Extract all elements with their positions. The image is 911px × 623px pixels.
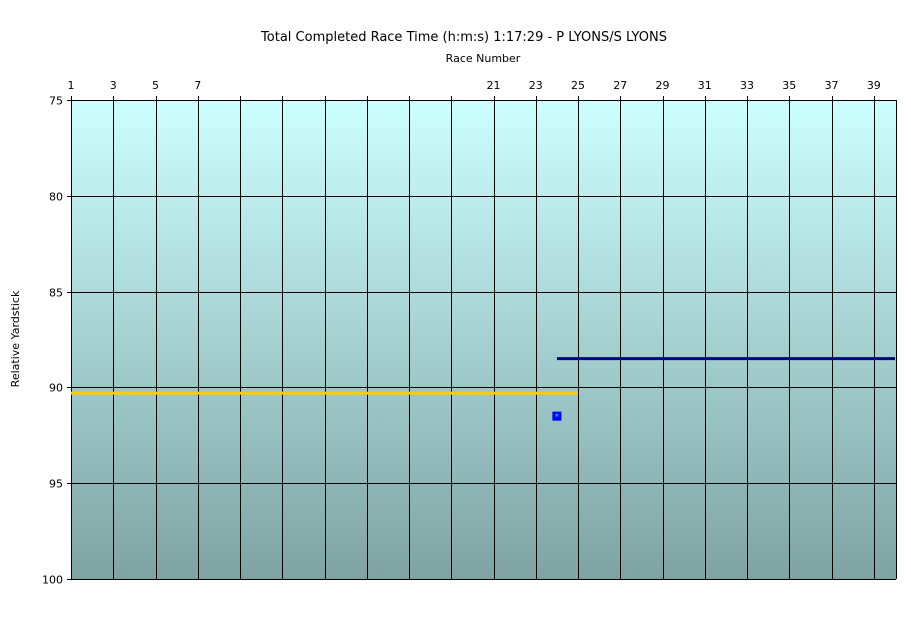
y-tick-label: 90 (49, 382, 63, 395)
x-tick-label: 5 (152, 79, 159, 92)
x-tick-label: 7 (194, 79, 201, 92)
x-axis-label: Race Number (446, 52, 521, 65)
x-tick-label: 37 (825, 79, 839, 92)
plot-area (71, 100, 896, 579)
y-tick-label: 95 (49, 478, 63, 491)
chart-title: Total Completed Race Time (h:m:s) 1:17:2… (260, 30, 667, 45)
data-point-marker (552, 411, 562, 421)
x-tick-label: 23 (529, 79, 543, 92)
x-tick-label: 35 (782, 79, 796, 92)
x-tick-label: 33 (740, 79, 754, 92)
y-axis-label: Relative Yardstick (9, 290, 22, 387)
x-tick-label: 21 (487, 79, 501, 92)
x-tick-label: 29 (656, 79, 670, 92)
x-tick-label: 27 (613, 79, 627, 92)
x-tick-label: 25 (571, 79, 585, 92)
x-tick-label: 31 (698, 79, 712, 92)
y-tick-label: 75 (49, 95, 63, 108)
x-tick-label: 1 (68, 79, 75, 92)
data-point-marker-glyph: * (555, 413, 559, 422)
y-tick-label: 85 (49, 287, 63, 300)
x-tick-label: 39 (867, 79, 881, 92)
x-tick-label: 3 (110, 79, 117, 92)
y-tick-label: 100 (42, 574, 63, 587)
y-tick-label: 80 (49, 191, 63, 204)
